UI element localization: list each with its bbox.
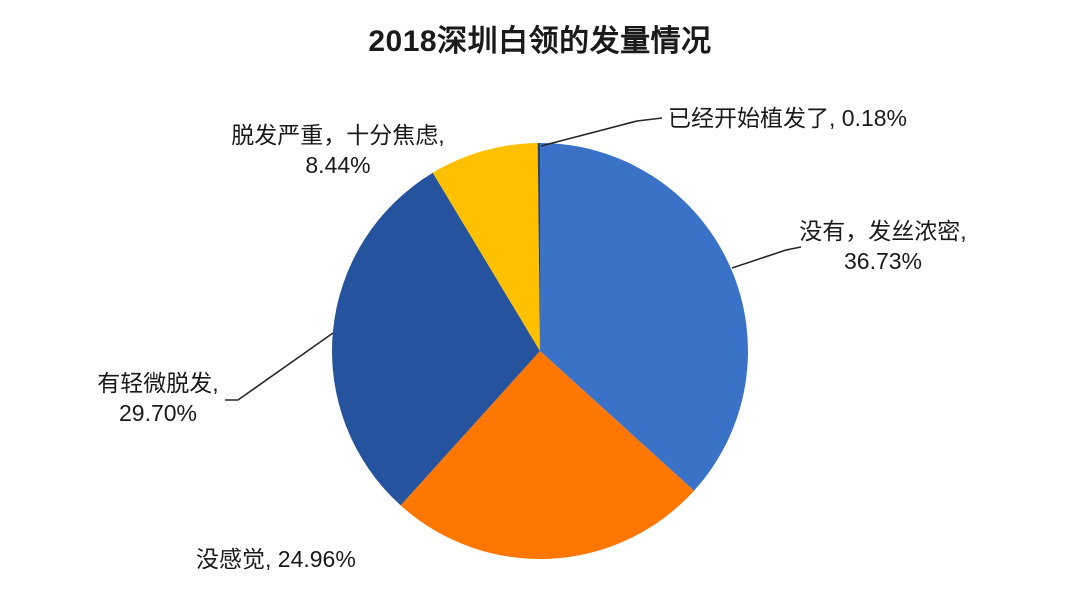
pie-label-none: 没有，发丝浓密, 36.73% (773, 216, 993, 276)
leader-line-slight (225, 332, 334, 401)
pie-slice-2 (331, 172, 540, 506)
pie-label-slight-line2: 29.70% (118, 400, 197, 426)
pie-slices-group (331, 142, 749, 560)
pie-label-transplant: 已经开始植发了, 0.18% (668, 105, 907, 131)
chart-title: 2018深圳白领的发量情况 (368, 25, 712, 58)
pie-slice-4 (537, 142, 540, 351)
pie-label-slight: 有轻微脱发, 29.70% (58, 368, 258, 428)
pie-label-severe-line2: 8.44% (305, 152, 371, 178)
pie-label-severe: 脱发严重，十分焦虑, 8.44% (222, 120, 454, 180)
pie-label-slight-line1: 有轻微脱发, (97, 370, 219, 396)
leader-line-none (731, 246, 802, 269)
pie-label-none-line2: 36.73% (843, 248, 922, 274)
pie-label-severe-line1: 脱发严重，十分焦虑, (231, 122, 445, 148)
pie-label-none-line1: 没有，发丝浓密, (799, 218, 967, 244)
pie-slice-0 (540, 143, 749, 491)
pie-slice-3 (432, 143, 540, 351)
pie-slice-1 (400, 351, 695, 560)
pie-label-nofeel: 没感觉, 24.96% (196, 546, 356, 572)
leader-line-transplant (540, 117, 663, 147)
